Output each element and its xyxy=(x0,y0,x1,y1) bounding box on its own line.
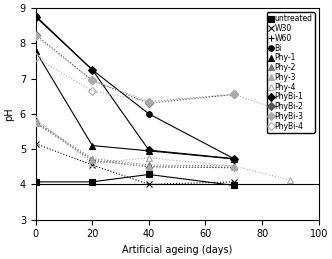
Y-axis label: pH: pH xyxy=(4,107,14,121)
Legend: untreated, W30, W60, Bi, Phy-1, Phy-2, Phy-3, Phy-4, PhyBi-1, PhyBi-2, PhyBi-3, : untreated, W30, W60, Bi, Phy-1, Phy-2, P… xyxy=(267,12,315,133)
X-axis label: Artificial ageing (days): Artificial ageing (days) xyxy=(122,245,232,255)
